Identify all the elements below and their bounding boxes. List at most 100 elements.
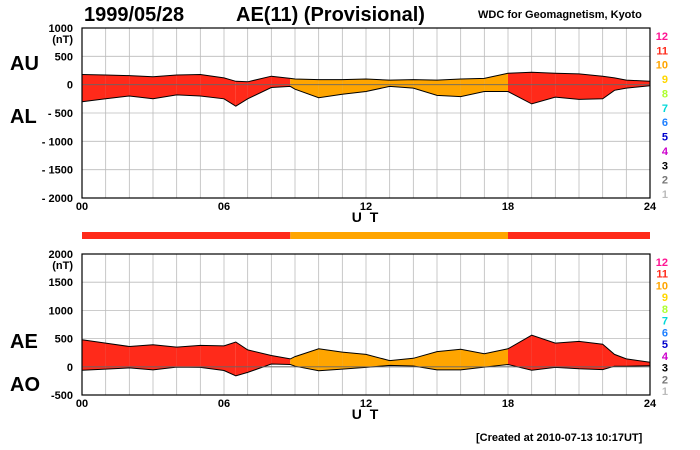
y-unit-label: (nT) bbox=[52, 34, 73, 46]
area-segment bbox=[437, 349, 461, 370]
station-level-segment bbox=[508, 232, 650, 239]
legend-level: 8 bbox=[662, 88, 668, 100]
area-segment bbox=[366, 79, 390, 92]
area-segment bbox=[437, 79, 461, 97]
area-segment bbox=[484, 348, 508, 368]
legend-level: 11 bbox=[656, 269, 668, 281]
legend-level: 10 bbox=[656, 280, 668, 292]
series-line-au bbox=[81, 71, 651, 83]
y-tick-label: 0 bbox=[67, 362, 73, 374]
area-segment bbox=[295, 79, 319, 98]
area-segment bbox=[602, 344, 615, 370]
area-segment bbox=[247, 349, 272, 373]
legend-level: 7 bbox=[662, 316, 668, 328]
y-tick-label: -500 bbox=[51, 390, 73, 402]
area-segment bbox=[176, 345, 201, 368]
side-label-ae: AE bbox=[10, 331, 38, 353]
y-tick-label: - 2000 bbox=[42, 193, 73, 205]
legend-level: 10 bbox=[656, 60, 668, 72]
y-tick-label: 1000 bbox=[49, 23, 73, 35]
area-segment bbox=[531, 72, 556, 104]
plot-frame bbox=[81, 253, 651, 396]
area-segment bbox=[614, 77, 627, 91]
legend-level: 6 bbox=[662, 117, 668, 129]
area-segment bbox=[555, 341, 579, 369]
area-segment bbox=[413, 351, 437, 370]
area-segment bbox=[342, 352, 366, 370]
legend-level: 11 bbox=[656, 45, 668, 57]
legend-level: 12 bbox=[656, 257, 668, 269]
area-segment bbox=[271, 355, 291, 365]
created-timestamp: [Created at 2010-07-13 10:17UT] bbox=[476, 432, 643, 444]
area-segment bbox=[626, 358, 650, 367]
legend-level: 2 bbox=[662, 175, 668, 187]
area-segment bbox=[366, 354, 390, 368]
area-segment bbox=[555, 73, 579, 100]
area-segment bbox=[614, 354, 627, 367]
area-segment bbox=[153, 75, 177, 99]
area-segment bbox=[200, 74, 224, 99]
area-segment bbox=[82, 74, 106, 102]
legend-level: 3 bbox=[662, 160, 668, 172]
legend-level: 4 bbox=[662, 351, 669, 363]
legend-level: 3 bbox=[662, 363, 668, 375]
y-tick-label: - 1000 bbox=[42, 136, 73, 148]
legend-level: 1 bbox=[662, 189, 668, 201]
area-segment bbox=[389, 79, 414, 89]
x-tick-label: 24 bbox=[644, 201, 657, 213]
area-segment bbox=[484, 73, 508, 92]
y-tick-label: 1000 bbox=[49, 305, 73, 317]
y-tick-label: 500 bbox=[55, 51, 73, 63]
area-segment bbox=[176, 74, 201, 96]
x-tick-label: 24 bbox=[644, 398, 657, 410]
x-tick-label: 00 bbox=[76, 398, 88, 410]
organization-label: WDC for Geomagnetism, Kyoto bbox=[478, 9, 642, 21]
y-tick-label: 0 bbox=[67, 80, 73, 92]
legend-level: 6 bbox=[662, 327, 668, 339]
legend-level: 8 bbox=[662, 304, 668, 316]
area-segment bbox=[129, 75, 153, 99]
y-tick-label: 1500 bbox=[49, 277, 73, 289]
area-segment bbox=[82, 339, 106, 371]
legend-level: 5 bbox=[662, 132, 668, 144]
legend-level: 7 bbox=[662, 103, 668, 115]
y-unit-label: (nT) bbox=[52, 260, 73, 272]
side-label-ao: AO bbox=[10, 374, 40, 396]
legend-level: 5 bbox=[662, 339, 668, 351]
area-segment bbox=[579, 73, 603, 100]
area-segment bbox=[318, 348, 343, 371]
plot-frame bbox=[81, 27, 651, 199]
area-segment bbox=[342, 79, 366, 95]
series-line-ae bbox=[81, 334, 651, 363]
area-segment bbox=[235, 341, 248, 376]
x-axis-label: U T bbox=[352, 406, 381, 422]
side-label-al: AL bbox=[10, 106, 37, 128]
area-segment bbox=[318, 79, 343, 98]
legend-level: 9 bbox=[662, 292, 668, 304]
side-label-au: AU bbox=[10, 53, 39, 75]
area-segment bbox=[579, 341, 603, 370]
y-tick-label: - 500 bbox=[48, 108, 73, 120]
x-axis-label: U T bbox=[352, 209, 381, 225]
area-segment bbox=[105, 75, 130, 99]
x-tick-label: 06 bbox=[218, 201, 230, 213]
series-line-al bbox=[81, 85, 651, 107]
y-tick-label: - 1500 bbox=[42, 165, 73, 177]
area-segment bbox=[129, 344, 153, 370]
x-tick-label: 18 bbox=[502, 398, 514, 410]
area-segment bbox=[200, 345, 224, 371]
area-segment bbox=[602, 76, 615, 99]
area-segment bbox=[247, 76, 272, 99]
area-segment bbox=[290, 356, 295, 367]
area-segment bbox=[105, 343, 130, 370]
series-line-ao bbox=[81, 363, 651, 377]
chart-date: 1999/05/28 bbox=[84, 4, 185, 26]
x-tick-label: 18 bbox=[502, 201, 514, 213]
x-tick-label: 12 bbox=[360, 398, 372, 410]
area-segment bbox=[460, 78, 485, 97]
station-level-segment bbox=[82, 232, 291, 239]
x-tick-label: 06 bbox=[218, 398, 230, 410]
area-segment bbox=[153, 344, 177, 370]
area-segment bbox=[235, 81, 248, 107]
